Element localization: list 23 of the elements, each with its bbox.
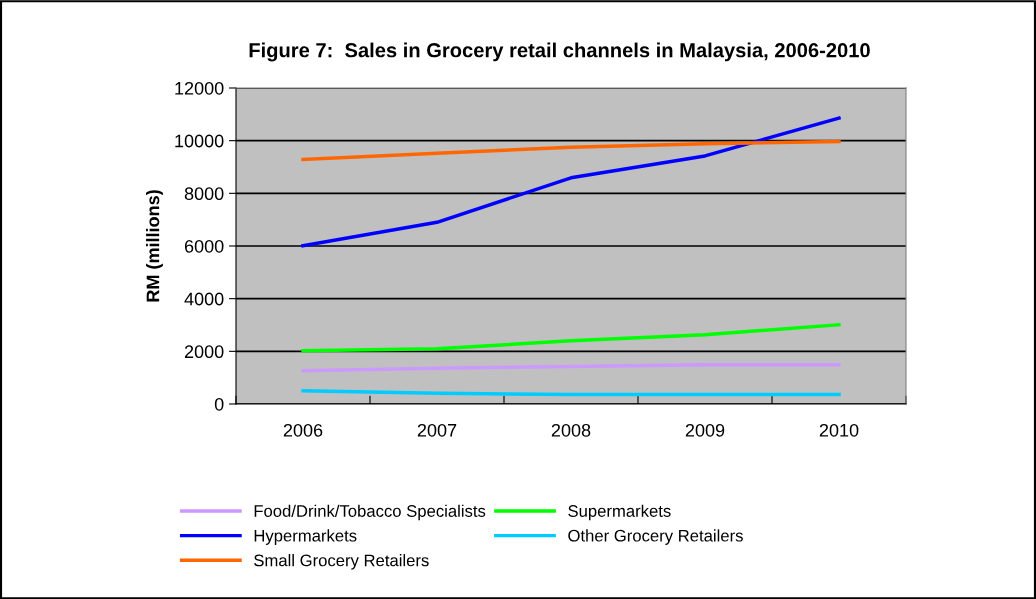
line-series (301, 363, 841, 373)
x-tick-label: 2007 (417, 423, 457, 437)
legend-label: Other Grocery Retailers (568, 529, 743, 545)
y-tick-label: 12000 (175, 81, 224, 95)
legend-label: Supermarkets (568, 504, 671, 521)
y-axis-title: RM (millions) (146, 190, 163, 302)
y-tick-label: 8000 (184, 187, 224, 201)
line-series (301, 116, 841, 248)
y-tick-label: 0 (214, 397, 224, 411)
x-tick-label: 2009 (685, 423, 725, 437)
x-tick-label: 2008 (551, 423, 591, 437)
y-tick-label: 2000 (184, 345, 224, 359)
y-tick-label: 10000 (175, 134, 224, 148)
legend-label: Small Grocery Retailers (254, 554, 429, 570)
y-tick-label: 6000 (184, 239, 224, 253)
line-series (301, 139, 841, 162)
legend-label: Food/Drink/Tobacco Specialists (254, 504, 486, 521)
x-tick-label: 2010 (819, 423, 859, 437)
legend-label: Hypermarkets (254, 529, 357, 545)
y-tick-label: 4000 (184, 292, 224, 306)
x-tick-label: 2006 (283, 423, 323, 437)
chart-title: Figure 7: Sales in Grocery retail channels in Malaysia, 2006-2010 (249, 42, 870, 62)
line-series (301, 323, 841, 353)
